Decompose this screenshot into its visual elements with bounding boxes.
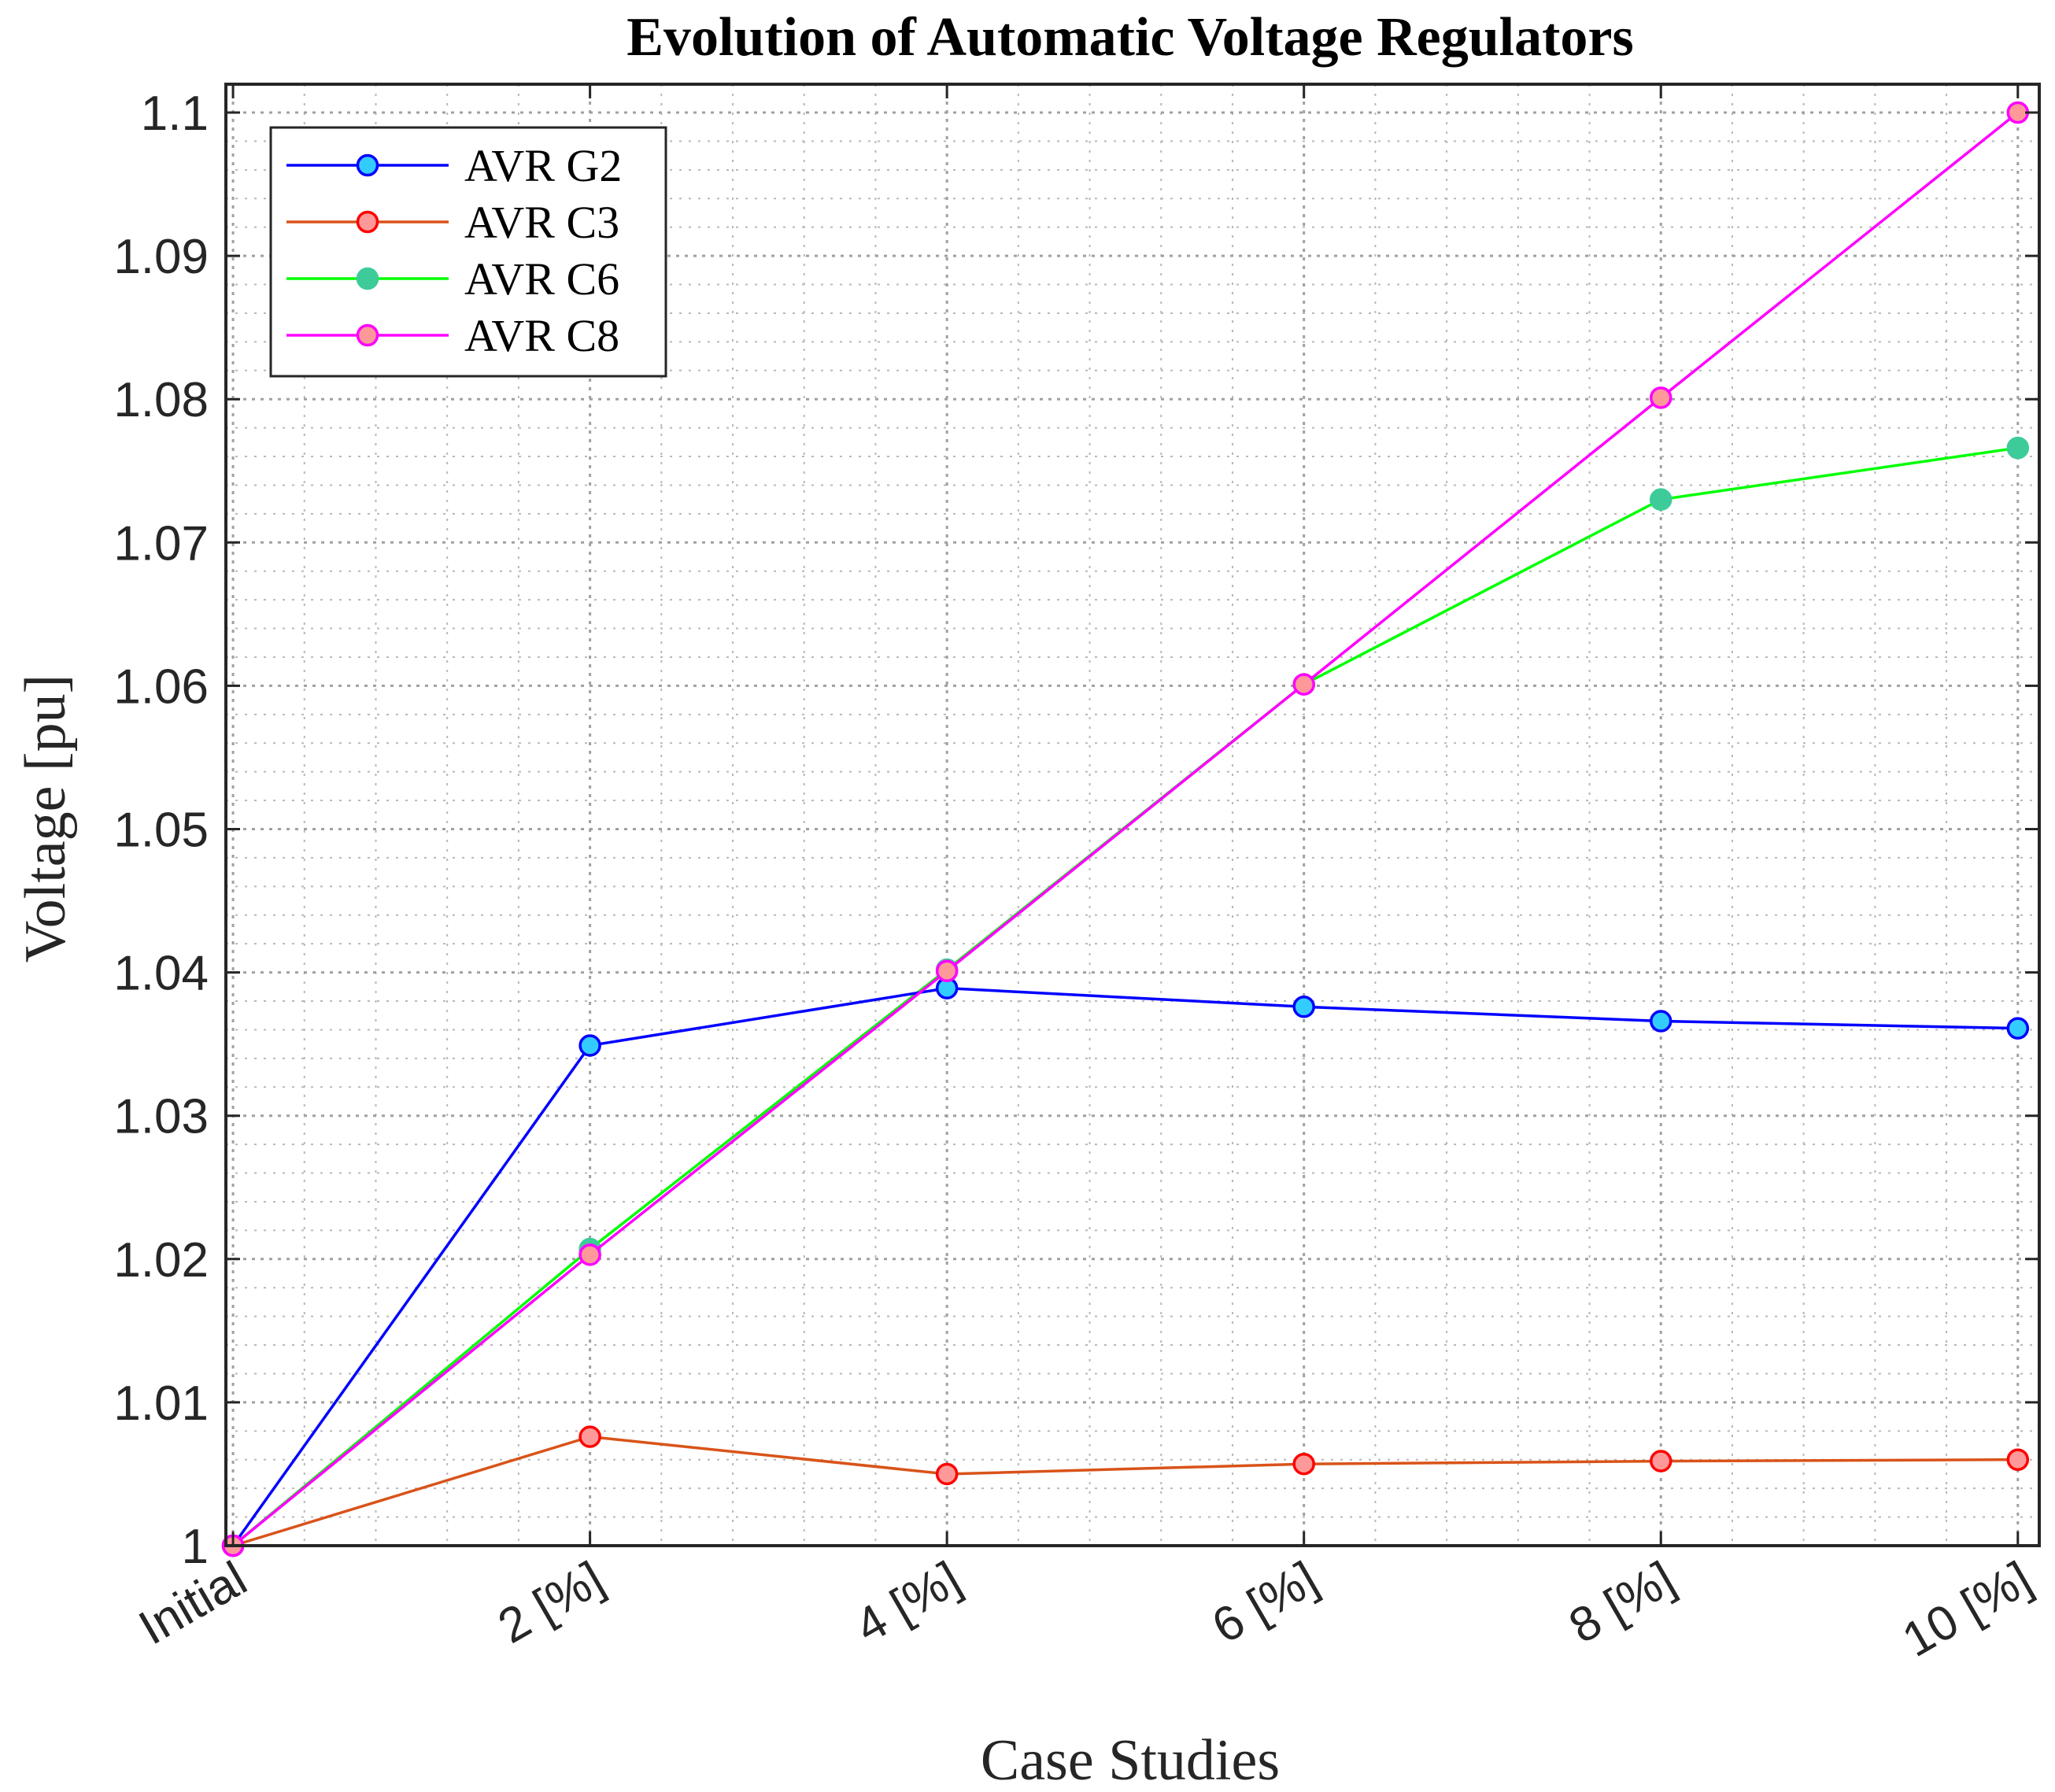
data-point <box>1649 1450 1672 1472</box>
plot-frame <box>224 83 2041 1547</box>
data-point <box>1292 673 1315 696</box>
y-tick-label: 1.05 <box>113 804 209 858</box>
legend-entry: AVR C8 <box>286 310 619 361</box>
series-line <box>231 986 2018 1547</box>
legend-label: AVR C6 <box>464 253 619 305</box>
legend-marker <box>356 153 379 177</box>
y-axis-label: Voltage [pu] <box>13 674 78 963</box>
legend-marker <box>356 210 379 234</box>
series-layer <box>221 101 2030 1557</box>
y-tick-label: 1.09 <box>113 230 209 284</box>
legend-entry: AVR C6 <box>286 253 619 305</box>
data-point <box>2006 101 2030 124</box>
data-point <box>1649 386 1672 409</box>
y-tick-label: 1.1 <box>141 87 209 141</box>
series-line <box>231 111 2019 1547</box>
x-axis-label: Case Studies <box>981 1728 1280 1792</box>
y-tick-label: 1.04 <box>113 947 209 1001</box>
y-tick-label: 1.06 <box>113 660 209 714</box>
legend-entry: AVR C3 <box>286 197 619 248</box>
legend-label: AVR G2 <box>464 140 622 191</box>
chart-title: Evolution of Automatic Voltage Regulator… <box>626 7 1633 68</box>
data-point <box>2006 436 2030 460</box>
legend-entry: AVR G2 <box>286 140 622 191</box>
data-point <box>1292 996 1315 1018</box>
y-tick-label: 1.02 <box>113 1233 209 1288</box>
y-tick-label: 1.03 <box>113 1090 209 1144</box>
legend-marker <box>356 267 379 290</box>
y-tick-label: 1.08 <box>113 373 209 427</box>
series-0 <box>221 977 2030 1557</box>
legend-marker <box>356 323 379 347</box>
y-tick-label: 1.07 <box>113 516 209 571</box>
series-line <box>232 1435 2018 1547</box>
y-tick-label: 1 <box>182 1520 209 1574</box>
data-point <box>935 959 959 983</box>
data-point <box>578 1425 601 1448</box>
legend-label: AVR C8 <box>464 310 619 361</box>
y-axis: 1 1.01 1.02 1.03 1.04 1.05 1.06 1.07 1.08 1.09 1.1 <box>113 87 2039 1574</box>
data-point <box>1292 1452 1315 1476</box>
grid-layer <box>226 84 2039 1547</box>
data-point <box>935 1462 959 1486</box>
data-point <box>2006 1448 2030 1471</box>
data-point <box>1649 1010 1672 1033</box>
y-tick-label: 1.01 <box>113 1376 209 1431</box>
data-point <box>1649 488 1672 511</box>
data-point <box>2006 1017 2030 1040</box>
legend-label: AVR C3 <box>464 197 619 248</box>
data-point <box>578 1034 601 1057</box>
data-point <box>578 1243 601 1266</box>
